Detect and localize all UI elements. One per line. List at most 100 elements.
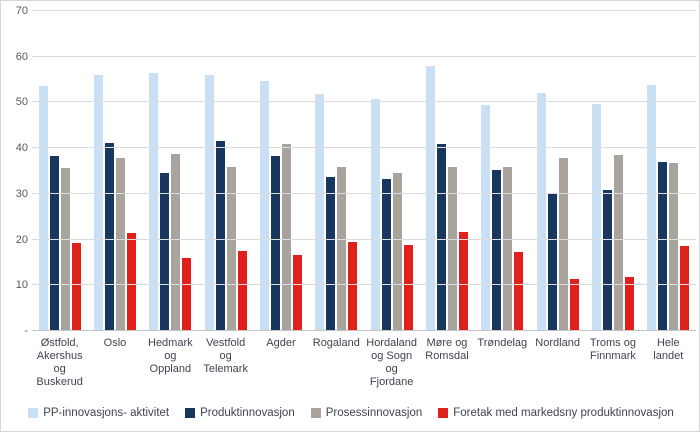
bar [547,193,557,331]
bars-row [32,11,696,331]
bar [425,66,435,331]
legend-label: Foretak med markedsny produktinnovasjon [453,407,674,419]
bar [591,103,601,331]
bar [126,232,136,331]
bar [403,245,413,331]
bar [182,258,192,331]
bar [149,73,159,331]
bar [447,166,457,331]
x-category-label: Hele landet [653,337,684,362]
x-category-label: Rogaland [312,337,360,349]
bar [292,254,302,331]
x-category-label: Nordland [535,337,580,349]
y-tick-label: 50 [15,96,28,109]
legend-label: Prosessinnovasjon [325,407,423,419]
bar [115,157,125,331]
bar [558,157,568,331]
legend-label: PP-innovasjons- aktivitet [43,407,170,419]
gridline [32,284,696,286]
x-category-label: Møre og Romsdal [425,337,469,362]
x-category-label: Hordaland og Sogn og Fjordane [366,337,418,388]
bar [647,85,657,331]
bar-group [253,11,308,331]
bar [458,231,468,331]
plot-area [32,10,696,331]
bar [259,81,269,331]
bar [680,245,690,331]
bar [613,155,623,331]
y-tick-label: 60 [15,50,28,63]
bar [536,93,546,331]
x-category-label: Hedmark og Oppland [148,337,193,375]
bar-group [87,11,142,331]
bar [226,166,236,331]
bar [492,170,502,331]
bar [281,144,291,331]
bar [204,75,214,331]
bar [326,176,336,331]
bar-group [198,11,253,331]
bar [602,190,612,331]
bar [569,278,579,331]
bar [481,104,491,331]
bar-group [475,11,530,331]
bar [38,85,48,331]
legend-marker-icon [438,408,449,418]
bar [381,179,391,331]
x-category-label: Vestfold og Telemark [203,337,248,375]
y-tick-label: 30 [15,187,28,200]
legend-item: PP-innovasjons- aktivitet [28,407,169,419]
gridline [32,55,696,57]
bar-group [364,11,419,331]
gridline [32,101,696,103]
gridline [32,192,696,194]
bar [215,141,225,331]
legend-label: Produktinnovasjon [200,407,295,419]
bar-group [32,11,87,331]
x-category-label: Trøndelag [477,337,528,349]
bar [624,276,634,331]
x-axis-line [32,330,696,331]
legend-marker-icon [185,408,196,418]
x-category-label: Troms og Finnmark [589,337,636,362]
y-tick-label: - [24,325,28,337]
legend-marker-icon [310,408,321,418]
bar-group [143,11,198,331]
bar [348,242,358,331]
bar [160,173,170,331]
bar-group [419,11,474,331]
x-category-label: Oslo [103,337,127,349]
bar-group [309,11,364,331]
y-tick-label: 20 [15,233,28,246]
legend-marker-icon [28,408,39,418]
bar [392,172,402,331]
legend-item: Prosessinnovasjon [310,407,423,419]
legend-item: Foretak med markedsny produktinnovasjon [438,407,674,419]
x-category-label: Agder [266,337,296,349]
bar [436,143,446,331]
bar [71,242,81,331]
bar-group [530,11,585,331]
bar [93,75,103,331]
bar-group [641,11,696,331]
bar [171,153,181,331]
x-axis-category-labels: Østfold, Akershus og Buskerud Oslo Hedmark… [32,337,696,389]
bar [370,98,380,331]
bar [337,166,347,331]
bar [270,156,280,331]
y-axis-tick-labels: - 10 20 30 40 50 60 70 [1,5,28,337]
y-tick-label: 40 [15,142,28,155]
bar [514,252,524,331]
bar [669,162,679,331]
bar-group [585,11,640,331]
bar [658,161,668,331]
bar [237,250,247,331]
legend-item: Produktinnovasjon [185,407,295,419]
y-tick-label: 10 [15,279,28,292]
y-tick-label: 70 [15,5,28,17]
gridline [32,238,696,240]
bar [503,167,513,331]
x-category-label: Østfold, Akershus og Buskerud [36,337,83,388]
